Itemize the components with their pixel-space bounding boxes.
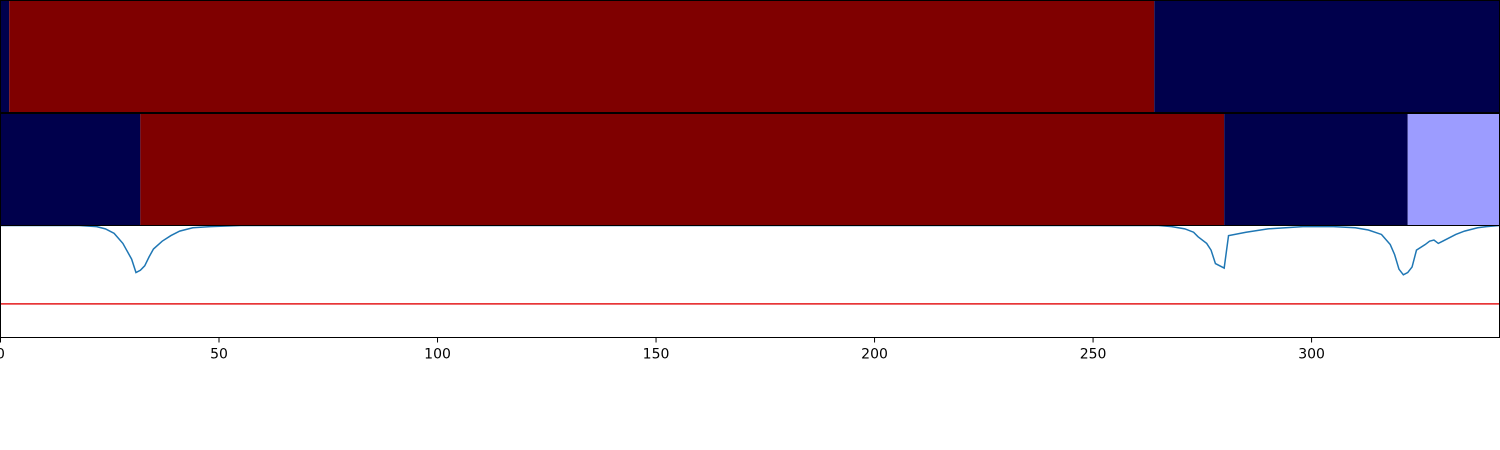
segment-1 [0,0,10,113]
prediction-strip-middle [0,113,1500,226]
x-tick-label: 100 [424,347,451,363]
x-tick-label: 50 [210,347,228,363]
segment-1 [0,113,141,226]
segment-2 [140,113,1225,226]
prediction-strip-top [0,0,1500,113]
x-tick-label: 300 [1298,347,1325,363]
x-tick-label: 250 [1080,347,1107,363]
score-line-panel [0,225,1500,338]
segment-2 [9,0,1155,113]
score-series-line [0,225,1500,276]
segment-3 [1224,113,1408,226]
x-tick-label: 200 [861,347,888,363]
x-axis: 0 50 100 150 200 250 300 [0,337,1325,363]
x-tick-label: 0 [0,347,5,363]
x-tick-label: 150 [643,347,670,363]
segment-3 [1154,0,1500,113]
segment-4 [1407,113,1500,226]
panel-frame [0,225,1500,338]
